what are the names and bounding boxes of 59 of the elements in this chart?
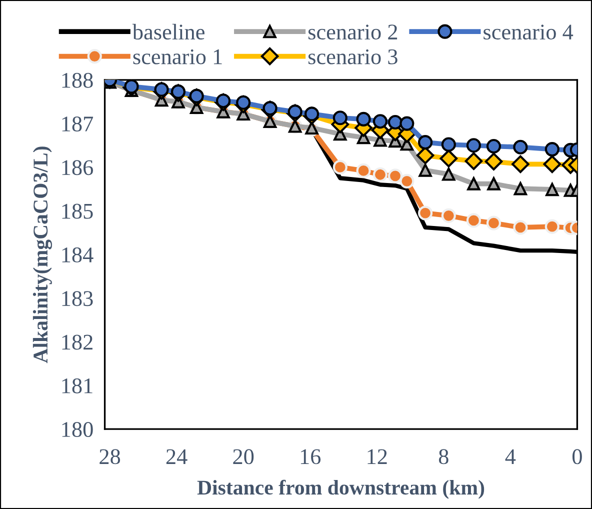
x-tick-label: 16 [300,449,321,464]
y-tick-label: 180 [62,422,93,438]
point [514,182,528,196]
point [332,160,348,174]
y-tick-label: 183 [62,291,93,306]
point [466,213,481,228]
y-tick-label: 184 [62,247,94,262]
point [388,168,403,184]
point [544,219,560,234]
point [356,112,371,126]
point [544,142,560,157]
point [464,152,483,170]
x-tick-label: 24 [166,449,188,464]
y-tick-label: 182 [62,334,92,350]
x-tick-label: 12 [368,449,387,464]
y-tick-label: 187 [62,116,94,132]
point [441,137,456,152]
x-tick-label: 4 [505,449,516,464]
point [388,114,403,130]
point [442,168,456,181]
point [441,208,456,223]
point [513,140,528,154]
point [486,216,502,230]
x-tick-label: 0 [572,449,582,464]
point [124,80,139,94]
legend-label: scenario 2 [308,24,398,40]
point [487,177,500,190]
point [543,155,562,174]
point [418,135,433,150]
point [512,155,530,174]
y-tick-label: 185 [62,204,93,219]
y-axis-title: Alkalinity(mgCaCO3/L) [32,146,52,364]
legend-label: baseline [132,24,204,40]
point [440,150,458,168]
legend-label: scenario 1 [133,49,222,64]
y-tick-label: 188 [62,72,93,88]
point [467,177,480,190]
point [418,164,432,177]
point [513,220,528,235]
x-tick-label: 20 [233,449,254,464]
point [466,138,481,153]
legend-label: scenario 4 [484,24,574,40]
point [546,182,559,196]
point [332,110,348,126]
point [418,206,433,220]
point [484,152,503,170]
point [400,116,414,131]
x-axis-title: Distance from downstream (km) [197,480,484,499]
point [372,167,388,182]
point [372,114,388,129]
point [486,138,502,154]
legend-label: scenario 3 [308,49,398,64]
y-tick-label: 181 [62,378,92,394]
point [288,104,302,120]
x-tick-label: 28 [100,449,120,464]
point [356,163,371,178]
y-tick-label: 186 [62,160,94,176]
point [400,174,414,188]
x-tick-label: 8 [438,449,448,464]
